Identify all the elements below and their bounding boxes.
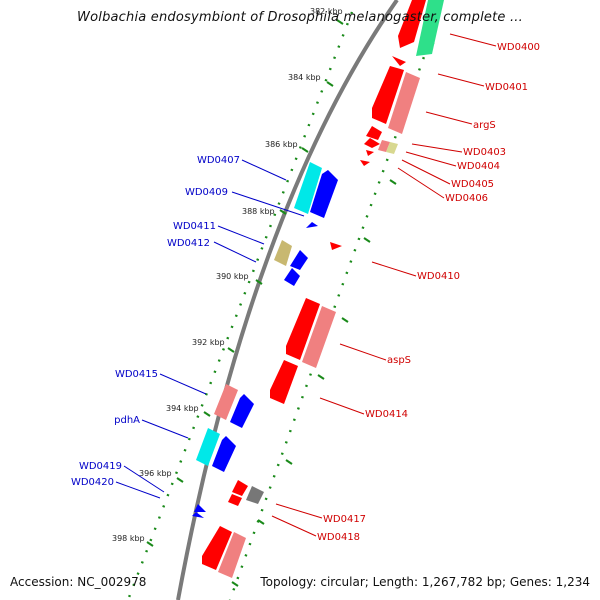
gene-label-wd0404[interactable]: WD0404 [457,161,500,172]
gene-label-wd0409[interactable]: WD0409 [185,187,228,198]
reverse-genes [192,162,338,518]
tick-label-394: 394 kbp [166,404,199,413]
gene-feature-aspS-rna [302,306,336,368]
gene-label-args[interactable]: argS [473,120,496,131]
gene-feature-wd0405 [378,140,390,152]
gene-feature-wd0418b [202,526,232,570]
tick-label-388: 388 kbp [242,207,275,216]
gene-feature-wd0411 [274,240,292,266]
gene-feature-aspS [286,298,320,360]
gene-feature-wd0407 [294,162,322,214]
right-leaders [271,33,497,537]
gene-feature-wd0404 [364,138,380,148]
gene-feature-wd0406b [360,160,370,166]
gene-feature-wd0409 [310,170,338,218]
gene-feature-wd0409b [306,222,318,228]
gene-feature-wd0401 [392,56,406,66]
gene-feature-wd0418c [218,532,246,578]
left-labels: WD0407 WD0409 WD0411 WD0412 WD0415 pdhA … [71,155,240,488]
tick-label-382: 382 kbp [310,7,343,16]
gene-feature-wd0420 [192,512,204,518]
gene-label-wd0411[interactable]: WD0411 [173,221,216,232]
gene-feature-wd0403 [366,126,382,140]
gene-feature-wd0412 [290,250,308,270]
gene-feature-wd0400 [398,0,426,48]
gene-feature-wd0412b [284,268,300,286]
tick-label-390: 390 kbp [216,272,249,281]
gene-feature-wd0406a [366,150,374,156]
gene-feature-wd0410 [330,242,342,250]
gene-label-wd0406[interactable]: WD0406 [445,193,488,204]
ruler-ticks [146,19,344,547]
gene-feature-wd0415b [230,394,254,428]
topology-text: Topology: circular; Length: 1,267,782 bp… [260,575,590,589]
tick-label-392: 392 kbp [192,338,225,347]
left-leaders [115,159,305,499]
forward-genes [202,0,444,578]
gene-feature-pdhA [212,436,236,472]
tick-label-384: 384 kbp [288,73,321,82]
gene-label-wd0419[interactable]: WD0419 [79,461,122,472]
tick-label-396: 396 kbp [139,469,172,478]
tick-labels: 382 kbp 384 kbp 386 kbp 388 kbp 390 kbp … [112,7,343,543]
gene-feature-wd0415 [214,384,238,420]
gene-label-wd0407[interactable]: WD0407 [197,155,240,166]
gene-feature-wd0419 [194,504,206,512]
gene-feature-wd0414 [270,360,298,404]
gene-feature-wd0417a [232,480,248,496]
gene-feature-pdhA-a [196,428,220,466]
right-labels: WD0400 WD0401 argS WD0403 WD0404 WD0405 … [317,42,540,543]
ruler-dots [126,11,442,600]
genome-backbone [176,0,399,600]
tick-label-386: 386 kbp [265,140,298,149]
gene-feature-argS-rna [388,72,420,134]
gene-feature-wd0405b [386,142,398,154]
gene-label-wd0410[interactable]: WD0410 [417,271,460,282]
gene-label-wd0417[interactable]: WD0417 [323,514,366,525]
gene-label-wd0415[interactable]: WD0415 [115,369,158,380]
gene-label-pdha[interactable]: pdhA [114,415,140,426]
gene-feature-argS [372,66,404,124]
tick-label-398: 398 kbp [112,534,145,543]
gene-label-wd0420[interactable]: WD0420 [71,477,114,488]
gene-label-wd0414[interactable]: WD0414 [365,409,408,420]
gene-label-wd0401[interactable]: WD0401 [485,82,528,93]
gene-label-asps[interactable]: aspS [387,355,411,366]
gene-label-wd0403[interactable]: WD0403 [463,147,506,158]
gene-feature-wd0417b [246,486,264,504]
gene-feature-wd0418 [228,494,242,506]
map-title: Wolbachia endosymbiont of Drosophila mel… [77,10,523,25]
gene-label-wd0400[interactable]: WD0400 [497,42,540,53]
gene-label-wd0412[interactable]: WD0412 [167,238,210,249]
gene-feature-wd0400b [416,0,444,56]
accession-text: Accession: NC_002978 [10,575,147,589]
gene-label-wd0405[interactable]: WD0405 [451,179,494,190]
gene-label-wd0418[interactable]: WD0418 [317,532,360,543]
